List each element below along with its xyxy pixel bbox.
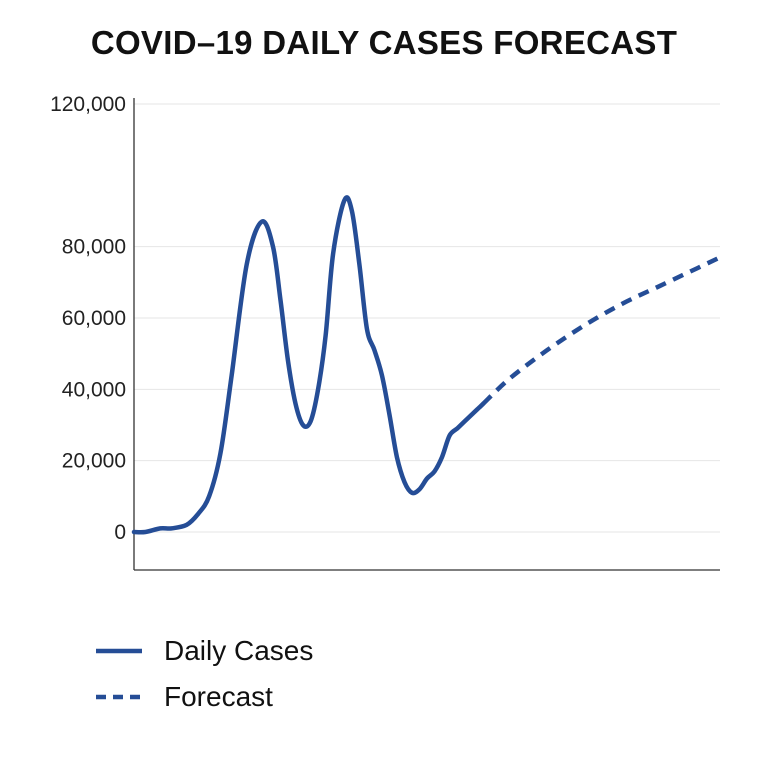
legend: Daily Cases Forecast (96, 628, 313, 720)
y-tick-label: 40,000 (62, 378, 126, 401)
legend-label-daily-cases: Daily Cases (164, 635, 314, 666)
legend-item-daily-cases: Daily Cases (96, 628, 313, 674)
y-tick-label: 60,000 (62, 307, 126, 330)
legend-item-forecast: Forecast (96, 674, 313, 720)
series-line-forecast (481, 255, 721, 406)
chart-title: COVID–19 DAILY CASES FORECAST (90, 24, 678, 61)
legend-dashed-line-swatch (96, 694, 142, 700)
y-tick-label: 80,000 (62, 236, 126, 259)
chart-plot: 0 20,000 40,000 60,000 80,000 120,000 (50, 93, 721, 571)
y-tick-label: 20,000 (62, 450, 126, 473)
y-tick-label: 0 (114, 521, 126, 544)
legend-solid-line-swatch (96, 648, 142, 654)
series-line-daily-cases (131, 195, 486, 535)
legend-label-forecast: Forecast (164, 681, 273, 712)
y-tick-label: 120,000 (50, 93, 126, 116)
